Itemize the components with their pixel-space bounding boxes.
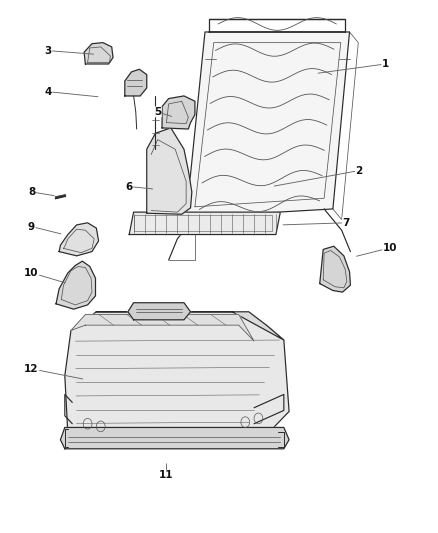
Text: 5: 5	[154, 107, 161, 117]
Polygon shape	[128, 303, 191, 320]
Text: 3: 3	[45, 46, 52, 55]
Polygon shape	[320, 246, 350, 292]
Polygon shape	[84, 43, 113, 64]
Text: 4: 4	[45, 87, 52, 96]
Text: 7: 7	[343, 218, 350, 228]
Text: 1: 1	[382, 59, 389, 69]
Polygon shape	[162, 96, 195, 129]
Text: 12: 12	[24, 364, 39, 374]
Polygon shape	[71, 314, 254, 341]
Text: 8: 8	[28, 187, 35, 197]
Text: 2: 2	[356, 166, 363, 175]
Text: 6: 6	[126, 182, 133, 191]
Text: 9: 9	[28, 222, 35, 231]
Text: 10: 10	[382, 243, 397, 253]
Polygon shape	[147, 128, 192, 214]
Polygon shape	[60, 427, 289, 449]
Polygon shape	[96, 312, 284, 340]
Polygon shape	[59, 223, 99, 256]
Polygon shape	[56, 261, 95, 309]
Polygon shape	[186, 32, 350, 217]
Polygon shape	[65, 312, 289, 448]
Text: 11: 11	[159, 471, 174, 480]
Polygon shape	[125, 69, 147, 96]
Polygon shape	[129, 212, 280, 235]
Text: 10: 10	[24, 268, 39, 278]
